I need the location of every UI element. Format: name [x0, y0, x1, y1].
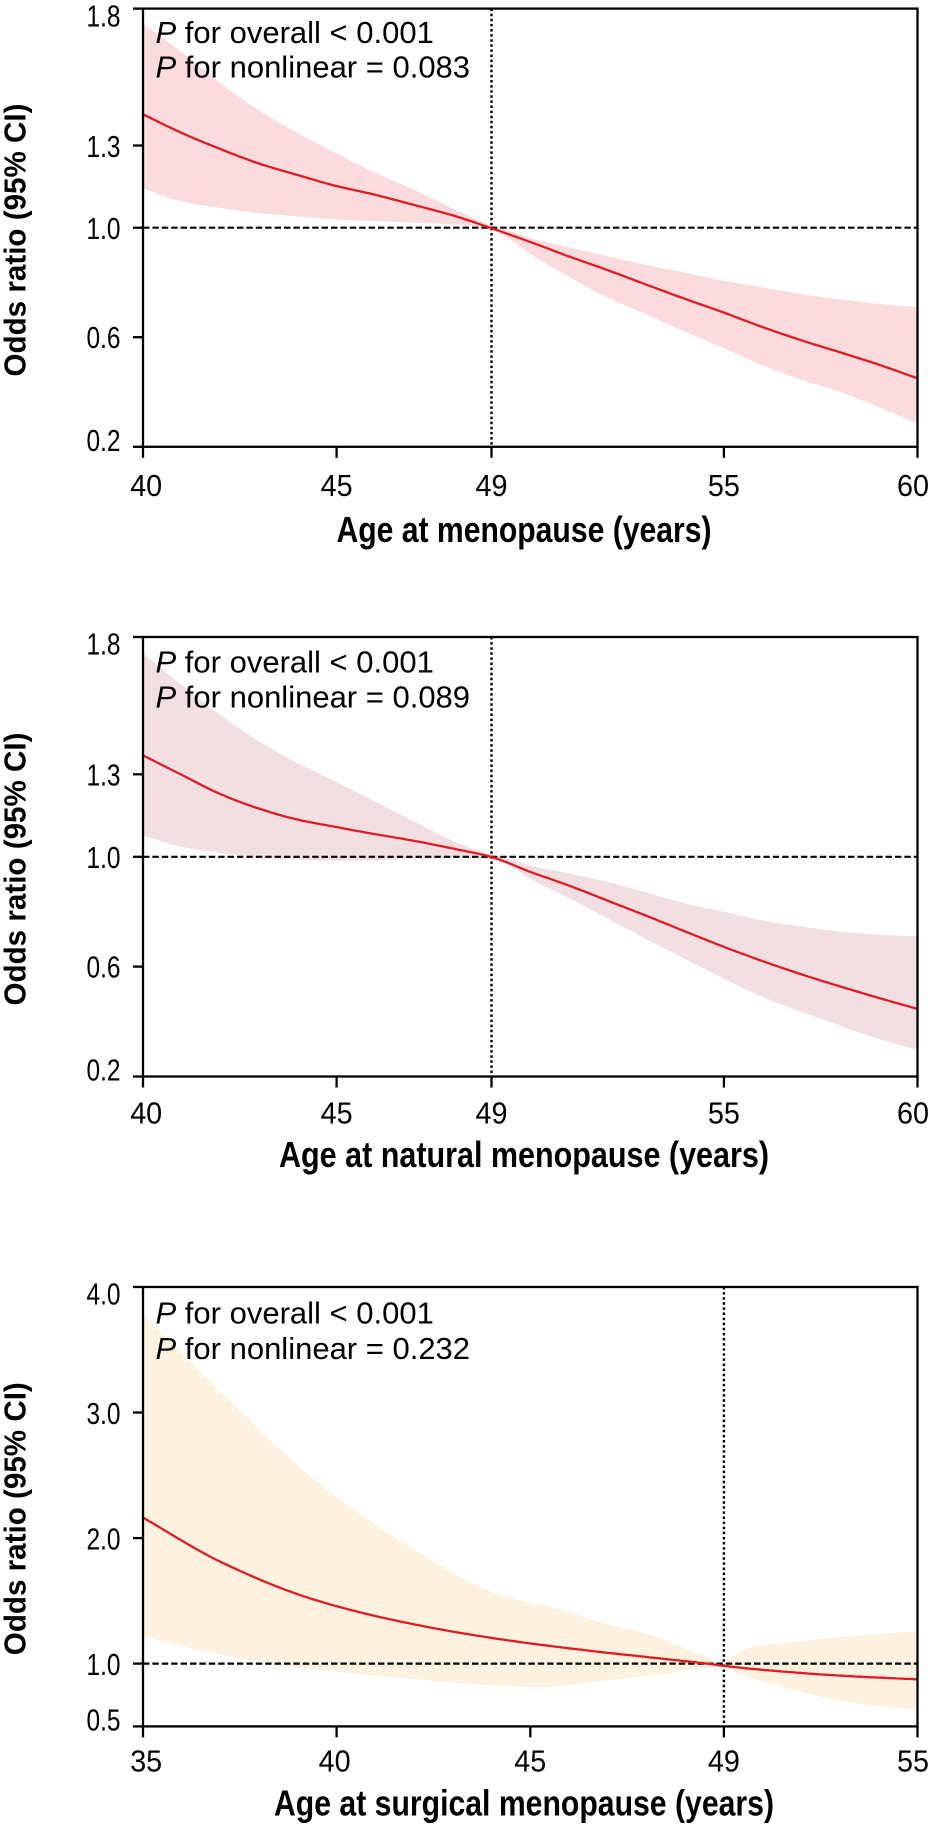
svg-text:1.3: 1.3	[87, 129, 121, 164]
svg-text:Age at menopause (years): Age at menopause (years)	[337, 509, 712, 550]
svg-text:45: 45	[321, 468, 353, 503]
svg-text:1.3: 1.3	[87, 758, 121, 793]
svg-text:P for nonlinear = 0.232: P for nonlinear = 0.232	[156, 1331, 471, 1366]
svg-text:Odds ratio (95% CI): Odds ratio (95% CI)	[0, 733, 33, 1006]
svg-text:Odds ratio (95% CI): Odds ratio (95% CI)	[0, 104, 33, 377]
svg-text:40: 40	[130, 468, 162, 503]
svg-text:55: 55	[708, 1096, 740, 1131]
svg-text:P for nonlinear = 0.083: P for nonlinear = 0.083	[156, 50, 471, 85]
svg-text:49: 49	[476, 468, 508, 503]
svg-text:0.2: 0.2	[87, 423, 121, 458]
svg-text:1.0: 1.0	[87, 1647, 121, 1682]
svg-text:P for overall < 0.001: P for overall < 0.001	[156, 1296, 434, 1331]
svg-text:49: 49	[476, 1096, 508, 1131]
svg-text:35: 35	[130, 1743, 162, 1778]
svg-text:40: 40	[319, 1743, 351, 1778]
svg-text:49: 49	[708, 1743, 740, 1778]
svg-text:60: 60	[897, 1096, 929, 1131]
svg-text:0.5: 0.5	[87, 1702, 121, 1737]
svg-text:2.0: 2.0	[87, 1521, 121, 1556]
svg-text:P for overall < 0.001: P for overall < 0.001	[156, 15, 434, 50]
svg-text:1.8: 1.8	[87, 0, 121, 33]
svg-text:45: 45	[321, 1096, 353, 1131]
svg-text:40: 40	[130, 1096, 162, 1131]
svg-text:0.2: 0.2	[87, 1053, 121, 1088]
svg-text:1.0: 1.0	[87, 211, 121, 246]
svg-text:4.0: 4.0	[87, 1277, 121, 1312]
svg-text:P for nonlinear = 0.089: P for nonlinear = 0.089	[156, 680, 471, 715]
svg-text:Age at natural menopause (year: Age at natural menopause (years)	[279, 1134, 769, 1175]
svg-text:P for overall < 0.001: P for overall < 0.001	[156, 645, 434, 680]
svg-text:55: 55	[897, 1743, 929, 1778]
svg-text:1.0: 1.0	[87, 840, 121, 875]
svg-text:60: 60	[897, 468, 929, 503]
svg-text:45: 45	[514, 1743, 546, 1778]
svg-text:Age at surgical menopause (yea: Age at surgical menopause (years)	[274, 1783, 774, 1824]
svg-text:0.6: 0.6	[87, 320, 121, 355]
svg-text:Odds ratio (95% CI): Odds ratio (95% CI)	[0, 1382, 33, 1655]
svg-text:1.8: 1.8	[87, 627, 121, 662]
svg-text:3.0: 3.0	[87, 1396, 121, 1431]
svg-text:55: 55	[708, 468, 740, 503]
svg-text:0.6: 0.6	[87, 949, 121, 984]
